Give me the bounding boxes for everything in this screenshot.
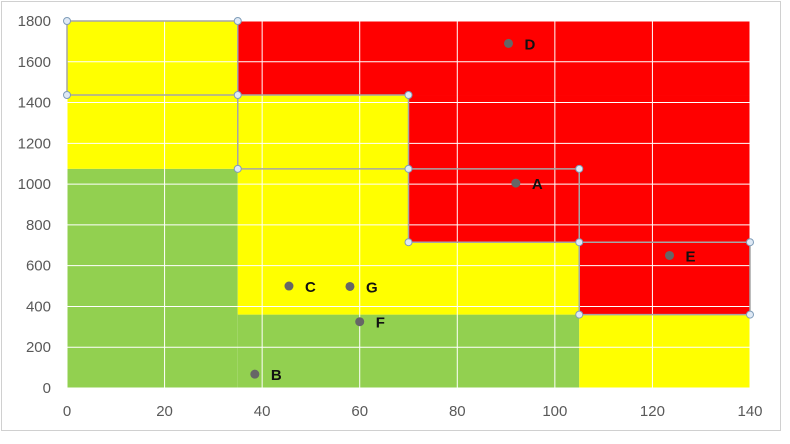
y-tick-label: 1800 — [18, 13, 51, 30]
y-tick-label: 1200 — [18, 135, 51, 152]
boundary-handle[interactable] — [575, 310, 584, 319]
zone-3 — [237, 95, 409, 315]
point-g-label: G — [366, 279, 378, 296]
chart-border — [1, 1, 781, 431]
boundary-handle[interactable] — [404, 164, 413, 173]
boundary-handle[interactable] — [404, 91, 413, 100]
y-tick-label: 800 — [26, 217, 51, 234]
y-tick-label: 0 — [43, 380, 51, 397]
zone-5 — [579, 314, 750, 388]
boundary-handle[interactable] — [233, 91, 242, 100]
boundary-handles — [63, 17, 754, 319]
y-axis-ticks: 0 200 400 600 800 1000 1200 1400 1600 1800 — [18, 13, 51, 397]
point-c-label: C — [305, 279, 316, 296]
boundary-handle[interactable] — [575, 164, 584, 173]
zone-4 — [408, 242, 580, 315]
x-tick-label: 60 — [351, 403, 368, 420]
point-e-label: E — [686, 248, 696, 265]
point-a-label: A — [532, 176, 543, 193]
zone-1 — [237, 314, 580, 388]
y-tick-label: 200 — [26, 339, 51, 356]
boundary-handle[interactable] — [746, 310, 754, 319]
zone-8 — [579, 242, 750, 315]
gridlines — [66, 20, 751, 389]
boundary-line-1 — [67, 94, 580, 243]
point-d-marker[interactable] — [504, 38, 514, 48]
boundary-handle[interactable] — [233, 17, 242, 25]
x-axis-ticks: 0 20 40 60 80 100 120 140 — [63, 403, 763, 420]
point-a-marker[interactable] — [511, 178, 521, 188]
boundary-handle[interactable] — [63, 17, 71, 25]
point-e-marker[interactable] — [665, 250, 675, 260]
data-points: A B C D E F G — [250, 36, 696, 384]
point-g-marker[interactable] — [345, 281, 355, 291]
x-tick-label: 0 — [63, 403, 71, 420]
y-tick-label: 1600 — [18, 54, 51, 71]
boundary-handle[interactable] — [746, 238, 754, 247]
zone-0 — [67, 168, 238, 388]
x-tick-label: 120 — [640, 403, 665, 420]
x-tick-label: 20 — [156, 403, 173, 420]
point-f-marker[interactable] — [355, 317, 365, 327]
x-tick-label: 100 — [542, 403, 567, 420]
x-tick-label: 80 — [449, 403, 466, 420]
y-tick-label: 600 — [26, 258, 51, 275]
x-tick-label: 140 — [737, 403, 762, 420]
x-tick-label: 40 — [254, 403, 271, 420]
point-d-label: D — [525, 36, 536, 53]
y-tick-label: 1400 — [18, 95, 51, 112]
boundary-handle[interactable] — [575, 238, 584, 247]
point-c-marker[interactable] — [284, 281, 294, 291]
boundary-handle[interactable] — [233, 164, 242, 173]
point-f-label: F — [376, 315, 385, 332]
y-tick-label: 400 — [26, 298, 51, 315]
boundary-handle[interactable] — [63, 91, 71, 100]
point-b-label: B — [271, 367, 282, 384]
point-b-marker[interactable] — [250, 369, 260, 379]
y-tick-label: 1000 — [18, 176, 51, 193]
boundary-handle[interactable] — [404, 238, 413, 247]
zone-6 — [237, 21, 750, 96]
